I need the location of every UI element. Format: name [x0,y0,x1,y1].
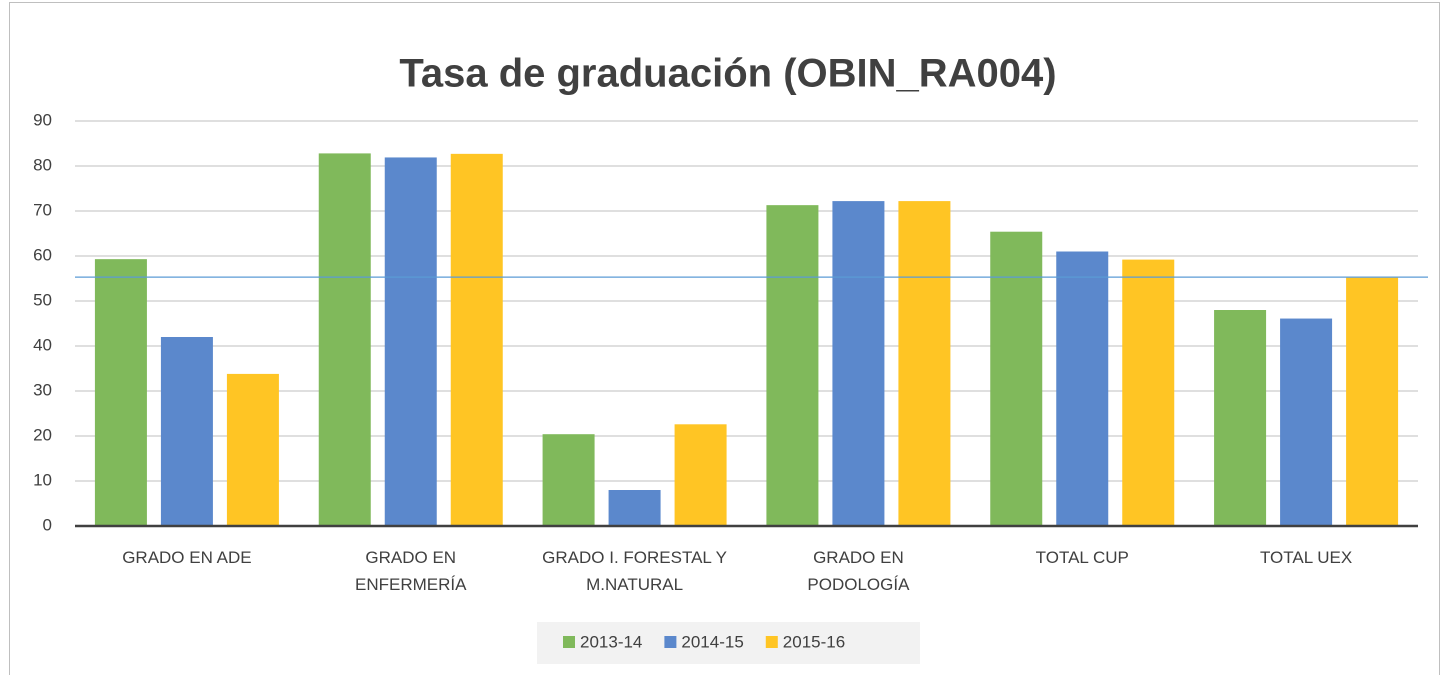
y-tick-label: 40 [33,335,52,354]
x-tick-label: TOTAL UEX [1259,548,1353,567]
y-tick-label: 10 [33,470,52,489]
y-tick-label: 90 [33,110,52,129]
x-tick-label: GRADO EN PODOLOGÍA [807,548,910,594]
bar [160,337,213,526]
bar [450,153,503,526]
legend-swatch [563,636,575,648]
y-tick-label: 30 [33,380,52,399]
bar [898,201,951,526]
x-tick-label: GRADO I. FORESTAL Y M.NATURAL [542,548,727,594]
y-tick-label: 0 [43,515,52,534]
bar [674,424,727,526]
bar [1214,310,1267,526]
legend-label: 2014-15 [681,632,743,651]
bar [1056,251,1109,526]
bar [608,490,661,526]
y-tick-label: 70 [33,200,52,219]
legend-box [537,622,920,664]
bar [1122,259,1175,526]
bar [990,231,1043,526]
y-tick-label: 80 [33,155,52,174]
bar [384,157,437,526]
legend-swatch [664,636,677,648]
y-tick-label: 60 [33,245,52,264]
bar [542,434,595,526]
bar [1346,277,1399,526]
y-tick-label: 50 [33,290,52,309]
legend-label: 2015-16 [783,632,845,651]
legend-swatch [765,636,778,648]
x-tick-label: GRADO EN ADE [122,548,252,567]
bar [226,373,279,526]
bar [832,201,885,526]
chart-frame [9,2,1440,675]
bar [318,153,371,526]
chart-title: Tasa de graduación (OBIN_RA004) [399,52,1056,96]
y-tick-label: 20 [33,425,52,444]
bar [766,205,819,526]
bar [1280,318,1333,526]
x-tick-label: TOTAL CUP [1035,548,1129,567]
bar [94,259,147,526]
x-tick-label: GRADO EN ENFERMERÍA [355,548,467,594]
legend-label: 2013-14 [580,632,642,651]
